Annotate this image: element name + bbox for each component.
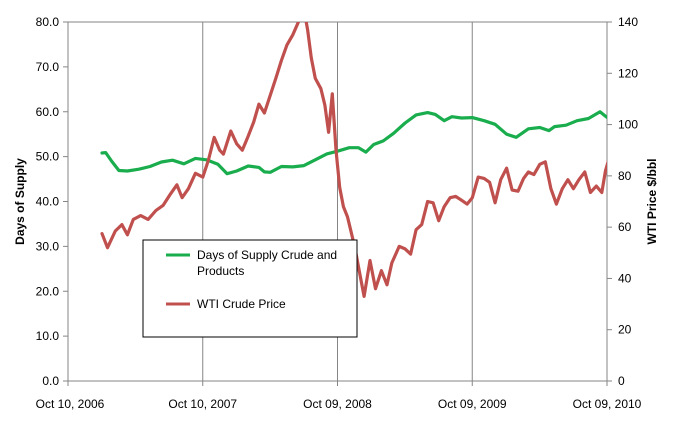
y-tick-label: 60.0 [36,105,60,119]
legend-label-supply: Days of Supply Crude and [197,248,337,262]
y2-axis-title: WTI Price $/bbl [645,158,659,244]
y-tick-label: 10.0 [36,329,60,343]
y2-tick-label: 100 [618,118,638,132]
x-tick-label: Oct 10, 2006 [36,397,105,411]
y-tick-label: 80.0 [36,15,60,29]
y-tick-label: 40.0 [36,195,60,209]
x-tick-label: Oct 09, 2008 [303,397,372,411]
y2-tick-label: 20 [618,323,632,337]
axes: Oct 10, 2006 Oct 10, 2007 Oct 09, 2008 Oct … [36,15,642,411]
legend-label-wti: WTI Crude Price [197,297,286,311]
x-tick-label: Oct 09, 2009 [438,397,507,411]
y-tick-label: 70.0 [36,60,60,74]
y2-tick-label: 140 [618,15,638,29]
y2-tick-label: 80 [618,169,632,183]
y-tick-label: 50.0 [36,150,60,164]
legend: Days of Supply Crude and Products WTI Cr… [142,239,358,338]
series-line-days-of-supply [100,110,607,176]
x-tick-label: Oct 09, 2010 [573,397,642,411]
legend-label-supply-line2: Products [197,264,244,278]
y-axis-title: Days of Supply [13,158,27,245]
y-tick-label: 30.0 [36,239,60,253]
y2-tick-label: 120 [618,66,638,80]
y2-tick-label: 40 [618,271,632,285]
x-tick-label: Oct 10, 2007 [168,397,237,411]
y-tick-label: 20.0 [36,284,60,298]
y2-tick-label: 60 [618,220,632,234]
y-tick-label: 0.0 [42,374,59,388]
y2-tick-label: 0 [618,374,625,388]
